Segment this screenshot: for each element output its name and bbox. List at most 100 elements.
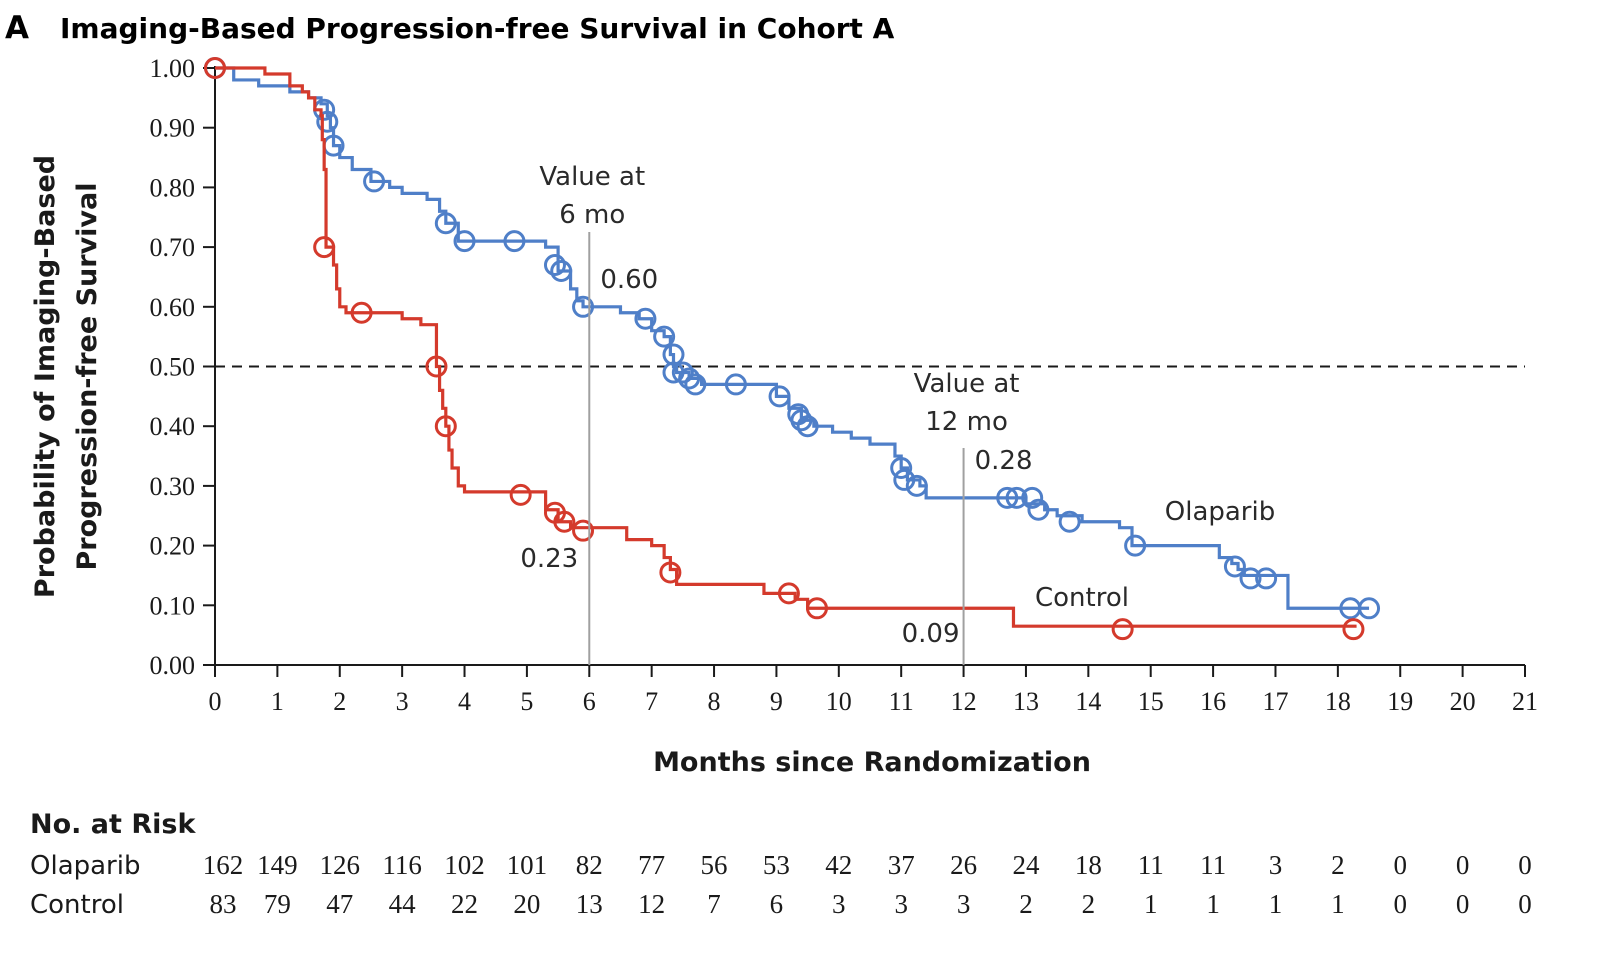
risk-cell-control: 1: [1144, 889, 1158, 919]
risk-cell-control: 7: [707, 889, 721, 919]
risk-cell-control: 1: [1269, 889, 1283, 919]
risk-cell-olaparib: 37: [888, 850, 915, 880]
censor-mark-olaparib: [550, 259, 573, 282]
x-tick-label: 16: [1200, 687, 1226, 716]
risk-cell-olaparib: 149: [257, 850, 298, 880]
censor-mark-olaparib: [453, 230, 476, 253]
x-tick-label: 17: [1262, 687, 1288, 716]
x-tick-label: 13: [1013, 687, 1039, 716]
risk-cell-olaparib: 162: [203, 850, 244, 880]
risk-cell-olaparib: 24: [1012, 850, 1040, 880]
timepoint-value-control: 0.23: [520, 544, 578, 574]
risk-cell-olaparib: 0: [1456, 850, 1470, 880]
censor-mark-olaparib: [790, 409, 813, 432]
censor-mark-olaparib: [890, 456, 913, 479]
censor-mark-olaparib: [1005, 486, 1028, 509]
risk-cell-control: 3: [957, 889, 971, 919]
risk-cell-control: 1: [1331, 889, 1345, 919]
risk-cell-control: 0: [1456, 889, 1470, 919]
annotations: Value at 6 mo 0.60 0.23 Value at 12 mo 0.28 0.0…: [520, 162, 1275, 665]
risk-cell-olaparib: 26: [950, 850, 977, 880]
timepoint-value-olaparib: 0.28: [975, 446, 1033, 476]
censor-mark-olaparib: [996, 486, 1019, 509]
x-tick-label: 15: [1138, 687, 1164, 716]
risk-table: No. at Risk Olaparib Control 162 149 126 11…: [30, 809, 1532, 920]
x-tick-label: 10: [826, 687, 852, 716]
timepoint-label: Value at: [539, 162, 645, 192]
censor-mark-olaparib: [684, 373, 707, 396]
censor-mark-olaparib: [768, 385, 791, 408]
risk-cell-olaparib: 102: [444, 850, 485, 880]
x-tick-label: 14: [1075, 687, 1101, 716]
risk-cell-olaparib: 11: [1138, 850, 1164, 880]
panel-letter: A: [5, 10, 29, 46]
risk-cell-control: 13: [576, 889, 603, 919]
timepoint-value-olaparib: 0.60: [600, 265, 658, 295]
x-tick-label: 5: [520, 687, 533, 716]
risk-cell-control: 47: [326, 889, 353, 919]
y-tick-label: 0.60: [150, 293, 196, 322]
x-tick-label: 1: [271, 687, 284, 716]
x-tick-label: 18: [1325, 687, 1351, 716]
risk-cell-olaparib: 101: [507, 850, 548, 880]
y-tick-label: 0.70: [150, 233, 196, 262]
risk-cell-control: 3: [894, 889, 908, 919]
x-axis-label: Months since Randomization: [653, 747, 1091, 778]
risk-cell-olaparib: 18: [1075, 850, 1102, 880]
censor-mark-control: [313, 236, 336, 259]
censor-mark-olaparib: [1021, 486, 1044, 509]
censor-mark-control: [425, 355, 448, 378]
censor-mark-olaparib: [1255, 567, 1278, 590]
censor-mark-olaparib: [893, 468, 916, 491]
series-line-control: [215, 66, 1357, 628]
censor-mark-olaparib: [363, 170, 386, 193]
risk-cell-olaparib: 2: [1331, 850, 1345, 880]
x-tick-label: 7: [645, 687, 658, 716]
series-label-olaparib: Olaparib: [1165, 497, 1275, 527]
risk-cell-olaparib: 53: [763, 850, 790, 880]
censor-mark-olaparib: [634, 307, 657, 330]
y-tick-label: 0.50: [150, 353, 196, 382]
censor-mark-control: [805, 597, 828, 620]
timepoint-value-control: 0.09: [902, 619, 960, 649]
x-tick-label: 2: [333, 687, 346, 716]
risk-cell-control: 0: [1393, 889, 1407, 919]
censor-mark-olaparib: [1358, 597, 1381, 620]
censor-mark-olaparib: [671, 361, 694, 384]
risk-cell-olaparib: 82: [576, 850, 603, 880]
censor-mark-olaparib: [1124, 534, 1147, 557]
censor-mark-control: [509, 483, 532, 506]
risk-cell-control: 12: [638, 889, 665, 919]
series-layer: [204, 57, 1381, 641]
x-tick-label: 11: [889, 687, 914, 716]
censor-mark-control: [777, 582, 800, 605]
risk-cell-control: 20: [513, 889, 540, 919]
series-line-olaparib: [215, 66, 1370, 610]
y-tick-label: 0.00: [150, 651, 196, 680]
x-tick-label: 21: [1512, 687, 1538, 716]
censor-mark-control: [659, 561, 682, 584]
y-axis-label: Probability of Imaging-Based Progression…: [30, 155, 103, 598]
x-tick-label: 20: [1450, 687, 1476, 716]
censor-mark-control: [434, 415, 457, 438]
censor-mark-olaparib: [1058, 510, 1081, 533]
censor-mark-olaparib: [1239, 567, 1262, 590]
risk-cell-control: 0: [1518, 889, 1532, 919]
censor-mark-control: [572, 519, 595, 542]
y-axis-label-line-2: Progression-free Survival: [72, 183, 103, 571]
risk-cell-control: 6: [770, 889, 784, 919]
x-tick-label: 0: [209, 687, 222, 716]
timepoint-label: 6 mo: [559, 200, 625, 230]
risk-cell-control: 83: [210, 889, 237, 919]
timepoint-label: Value at: [914, 369, 1020, 399]
risk-cell-olaparib: 126: [320, 850, 361, 880]
chart-title: Imaging-Based Progression-free Survival …: [60, 12, 895, 45]
censor-mark-control: [350, 301, 373, 324]
censor-mark-olaparib: [316, 110, 339, 133]
risk-cell-control: 22: [451, 889, 478, 919]
y-tick-label: 0.30: [150, 472, 196, 501]
risk-cell-olaparib: 3: [1269, 850, 1283, 880]
censor-mark-olaparib: [653, 325, 676, 348]
risk-cell-olaparib: 77: [638, 850, 665, 880]
censor-mark-olaparib: [1223, 555, 1246, 578]
